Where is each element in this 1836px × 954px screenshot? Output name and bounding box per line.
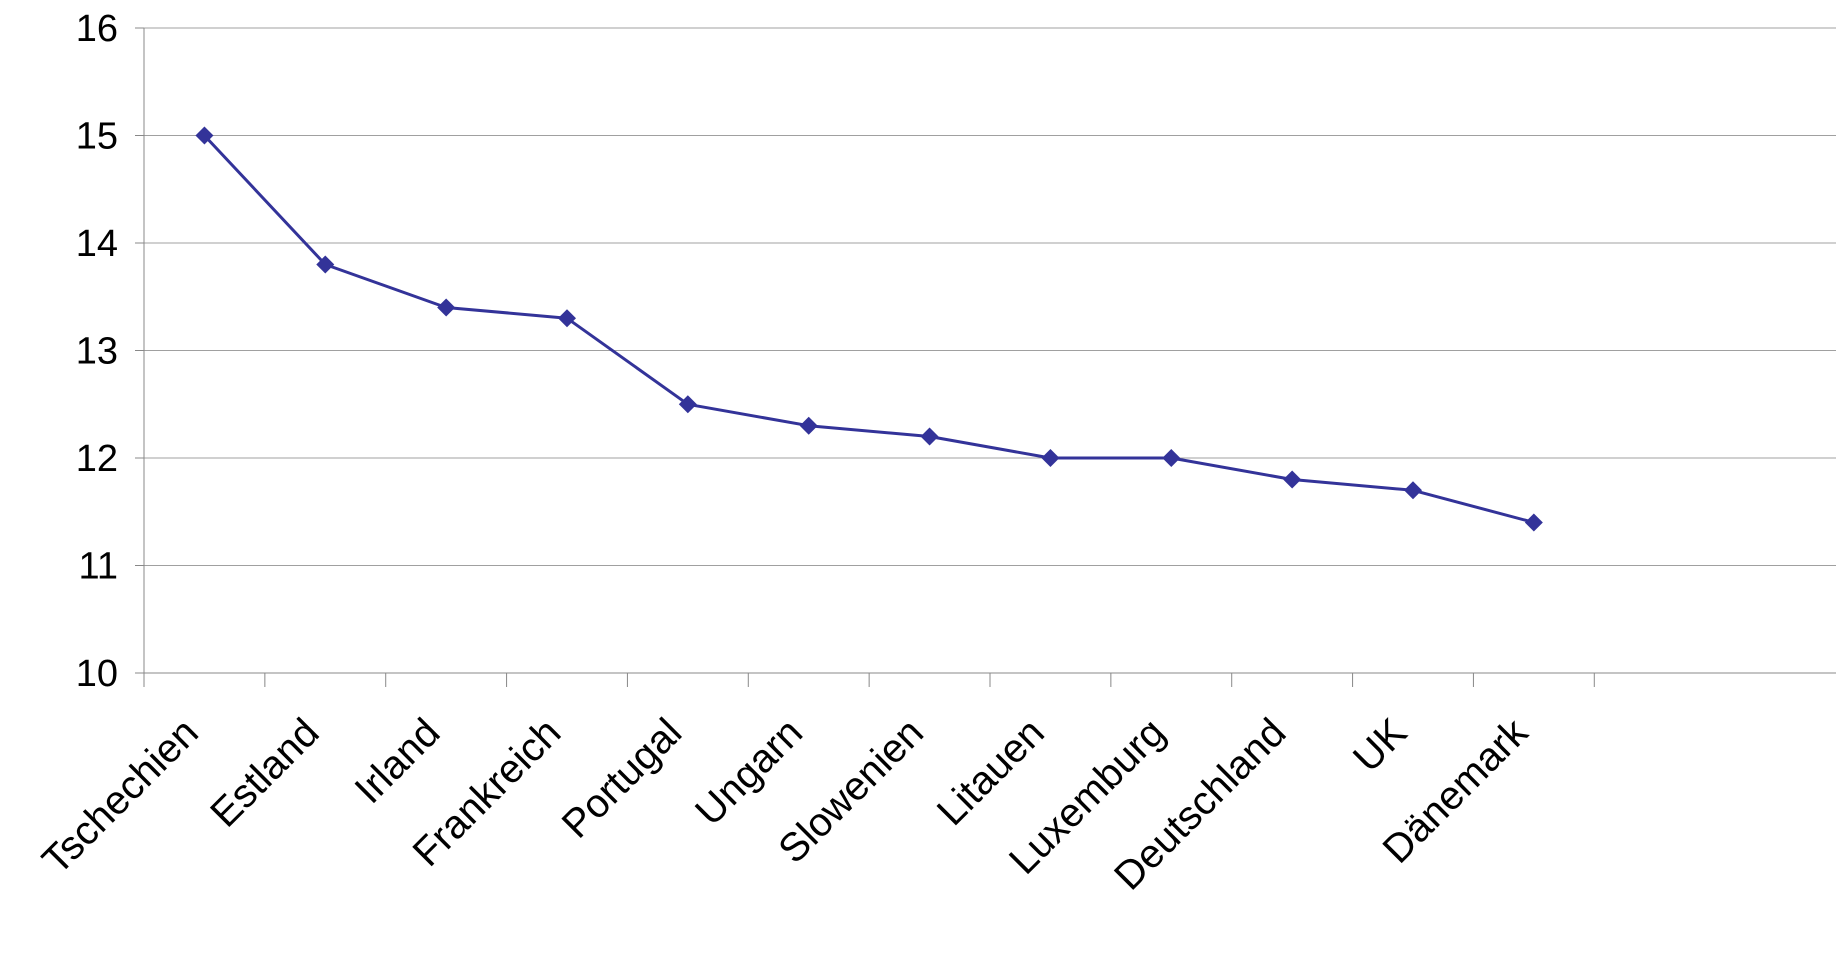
data-point-marker: [1162, 449, 1181, 467]
data-point-marker: [195, 126, 214, 145]
y-tick-label: 16: [76, 8, 118, 50]
gridlines: [144, 27, 1836, 566]
data-point-marker: [437, 298, 456, 317]
x-tick-label: Estland: [202, 710, 327, 835]
series-line: [203, 134, 1535, 524]
data-point-marker: [799, 416, 818, 435]
y-tick-labels: 10 11 12 13 14 15 16: [76, 8, 118, 695]
axes: [135, 27, 1836, 687]
data-point-marker: [1041, 449, 1060, 467]
x-tick-label: Portugal: [554, 710, 690, 846]
data-point-marker: [1404, 481, 1422, 500]
y-tick-label: 10: [76, 653, 118, 695]
y-tick-label: 12: [76, 438, 118, 480]
x-tick-label: UK: [1345, 710, 1416, 781]
data-point-marker: [558, 309, 576, 328]
x-tick-label: Irland: [347, 710, 449, 812]
series: [195, 126, 1543, 532]
x-tick-label: Tschechien: [34, 710, 207, 883]
y-tick-label: 15: [76, 116, 118, 158]
y-tick-label: 11: [79, 546, 118, 588]
y-tick-label: 14: [76, 223, 118, 265]
x-tick-label: Litauen: [929, 710, 1053, 834]
data-point-marker: [678, 395, 697, 414]
data-point-marker: [1524, 513, 1543, 532]
data-point-marker: [1283, 470, 1302, 489]
data-point-marker: [316, 255, 335, 274]
data-point-marker: [920, 427, 939, 446]
y-tick-label: 13: [76, 331, 118, 373]
x-tick-label: Ungarn: [687, 710, 811, 834]
